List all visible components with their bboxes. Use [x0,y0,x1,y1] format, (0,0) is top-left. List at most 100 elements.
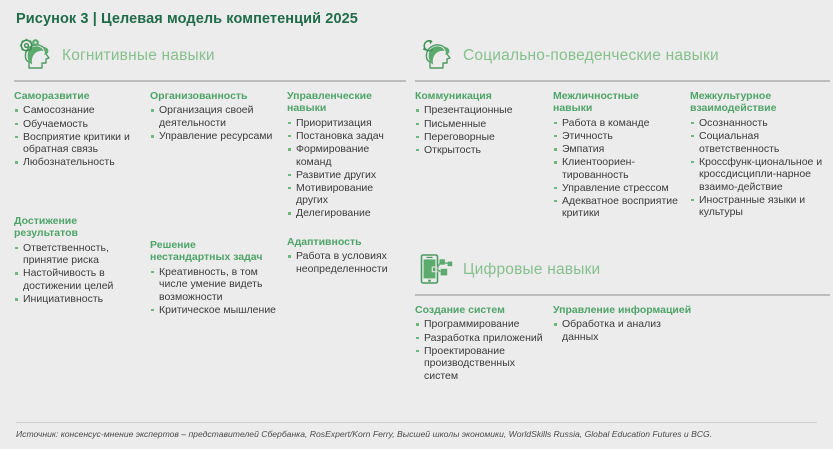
cognitive-column-3: Управленческие навыки Приоритизация Пост… [287,90,406,330]
group-sozdanie-sistem: Создание систем Программирование Разрабо… [415,304,543,382]
list-item: Инициативность [14,293,140,306]
footer: Источник: консенсус-мнение экспертов – п… [0,416,833,449]
list-item: Презентационные [415,104,543,117]
group-items: Обработка и анализ данных [553,318,693,343]
list-item: Мотивирование других [287,182,396,207]
section-divider-digital [415,294,830,297]
group-title: Управленческие навыки [287,90,372,115]
list-item: Ответственность, принятие риска [14,242,140,267]
social-column-2: Межличностные навыки Работа в команде Эт… [553,90,690,234]
cognitive-column-2: Организованность Организация своей деяте… [150,90,287,330]
list-item: Формирование команд [287,143,396,168]
list-item: Эмпатия [553,143,680,156]
group-kommunikaciya: Коммуникация Презентационные Письменные … [415,90,543,156]
digital-columns: Создание систем Программирование Разрабо… [415,304,830,396]
group-title: Создание систем [415,304,505,317]
section-cognitive: Когнитивные навыки Саморазвитие Самосозн… [14,36,406,388]
section-title-digital: Цифровые навыки [463,261,601,279]
section-divider-cognitive [14,80,406,82]
list-item: Программирование [415,318,543,331]
section-header-digital: Цифровые навыки [415,250,830,290]
list-item: Социальная ответственность [690,130,830,155]
list-item: Управление ресурсами [150,130,277,143]
group-title: Решение нестандартных задач [150,238,263,264]
group-items: Программирование Разработка приложений П… [415,318,543,382]
list-item: Открытость [415,144,543,157]
list-item: Этичность [553,130,680,143]
list-item: Приоритизация [287,117,396,130]
cognitive-columns: Саморазвитие Самосознание Обучаемость Во… [14,90,406,330]
list-item: Письменные [415,118,543,131]
list-item: Работа в условиях неопределенности [287,250,396,275]
right-pane: Социально-поведенческие навыки Коммуника… [415,36,830,388]
page-title: Рисунок 3 | Целевая модель компетенций 2… [16,11,358,27]
group-items: Креативность, в том числе умение видеть … [150,266,277,317]
group-items: Презентационные Письменные Переговорные … [415,104,543,156]
group-organizovannost: Организованность Организация своей деяте… [150,90,277,143]
group-items: Работа в условиях неопределенности [287,250,396,275]
group-items: Ответственность, принятие риска Настойчи… [14,242,140,306]
list-item: Критическое мышление [150,304,277,317]
smartphone-network-icon [415,250,459,290]
group-mezhlichnostnye-navyki: Межличностные навыки Работа в команде Эт… [553,90,680,220]
group-items: Самосознание Обучаемость Восприятие крит… [14,104,140,168]
list-item: Делегирование [287,207,396,220]
group-title: Достижение результатов [14,214,78,240]
section-social: Социально-поведенческие навыки Коммуника… [415,36,830,234]
social-column-1: Коммуникация Презентационные Письменные … [415,90,553,234]
group-items: Приоритизация Постановка задач Формирова… [287,117,396,220]
list-item: Управление стрессом [553,182,680,195]
group-title: Управление информацией [553,304,692,317]
social-columns: Коммуникация Презентационные Письменные … [415,90,830,234]
group-samorazvitie: Саморазвитие Самосознание Обучаемость Во… [14,90,140,169]
list-item: Обработка и анализ данных [553,318,693,343]
group-title: Саморазвитие [14,90,90,102]
content-area: Когнитивные навыки Саморазвитие Самосозн… [0,36,833,388]
group-items: Осознанность Социальная ответственность … [690,117,830,219]
group-reshenie-nestandartnyh-zadach: Решение нестандартных задач Креативность… [150,239,277,317]
social-column-3: Межкультурное взаимодействие Осознанност… [690,90,830,234]
list-item: Постановка задач [287,130,396,143]
group-upravlencheskie-navyki: Управленческие навыки Приоритизация Пост… [287,90,396,220]
group-upravlenie-informaciey: Управление информацией Обработка и анали… [553,304,693,344]
group-title: Межкультурное взаимодействие [690,90,777,115]
list-item: Работа в команде [553,117,680,130]
list-item: Самосознание [14,104,140,117]
group-title: Коммуникация [415,90,492,102]
digital-column-1: Создание систем Программирование Разрабо… [415,304,553,396]
group-title: Межличностные навыки [553,90,639,115]
list-item: Переговорные [415,131,543,144]
section-header-cognitive: Когнитивные навыки [14,36,406,76]
list-item: Иностранные языки и культуры [690,194,830,219]
source-note: Источник: консенсус-мнение экспертов – п… [16,429,713,439]
group-adaptivnost: Адаптивность Работа в условиях неопредел… [287,236,396,276]
group-mezhkulturnoe-vzaimodeystvie: Межкультурное взаимодействие Осознанност… [690,90,830,219]
list-item: Обучаемость [14,118,140,131]
list-item: Проектирование производственных систем [415,345,543,383]
section-title-cognitive: Когнитивные навыки [62,47,215,64]
list-item: Клиентоориен-тированность [553,156,680,181]
list-item: Креативность, в том числе умение видеть … [150,266,277,304]
list-item: Любознательность [14,156,140,169]
section-title-social: Социально-поведенческие навыки [463,47,719,64]
list-item: Настойчивость в достижении целей [14,267,140,292]
group-title: Адаптивность [287,236,362,249]
list-item: Разработка приложений [415,332,543,345]
head-arrows-icon [415,36,459,76]
cognitive-column-1: Саморазвитие Самосознание Обучаемость Во… [14,90,150,330]
head-gears-icon [14,36,58,76]
section-divider-social [415,80,830,82]
section-header-social: Социально-поведенческие навыки [415,36,830,76]
digital-column-2: Управление информацией Обработка и анали… [553,304,703,396]
list-item: Адекватное восприятие критики [553,195,680,220]
list-item: Восприятие критики и обратная связь [14,131,140,156]
group-items: Работа в команде Этичность Эмпатия Клиен… [553,117,680,220]
group-items: Организация своей деятельности Управлени… [150,104,277,142]
list-item: Кроссфунк-циональное и кроссдисципли-нар… [690,156,830,194]
section-digital: Цифровые навыки Создание систем Программ… [415,250,830,396]
group-title: Организованность [150,90,248,102]
title-bar: Рисунок 3 | Целевая модель компетенций 2… [0,0,833,36]
list-item: Осознанность [690,117,830,130]
list-item: Организация своей деятельности [150,104,277,129]
